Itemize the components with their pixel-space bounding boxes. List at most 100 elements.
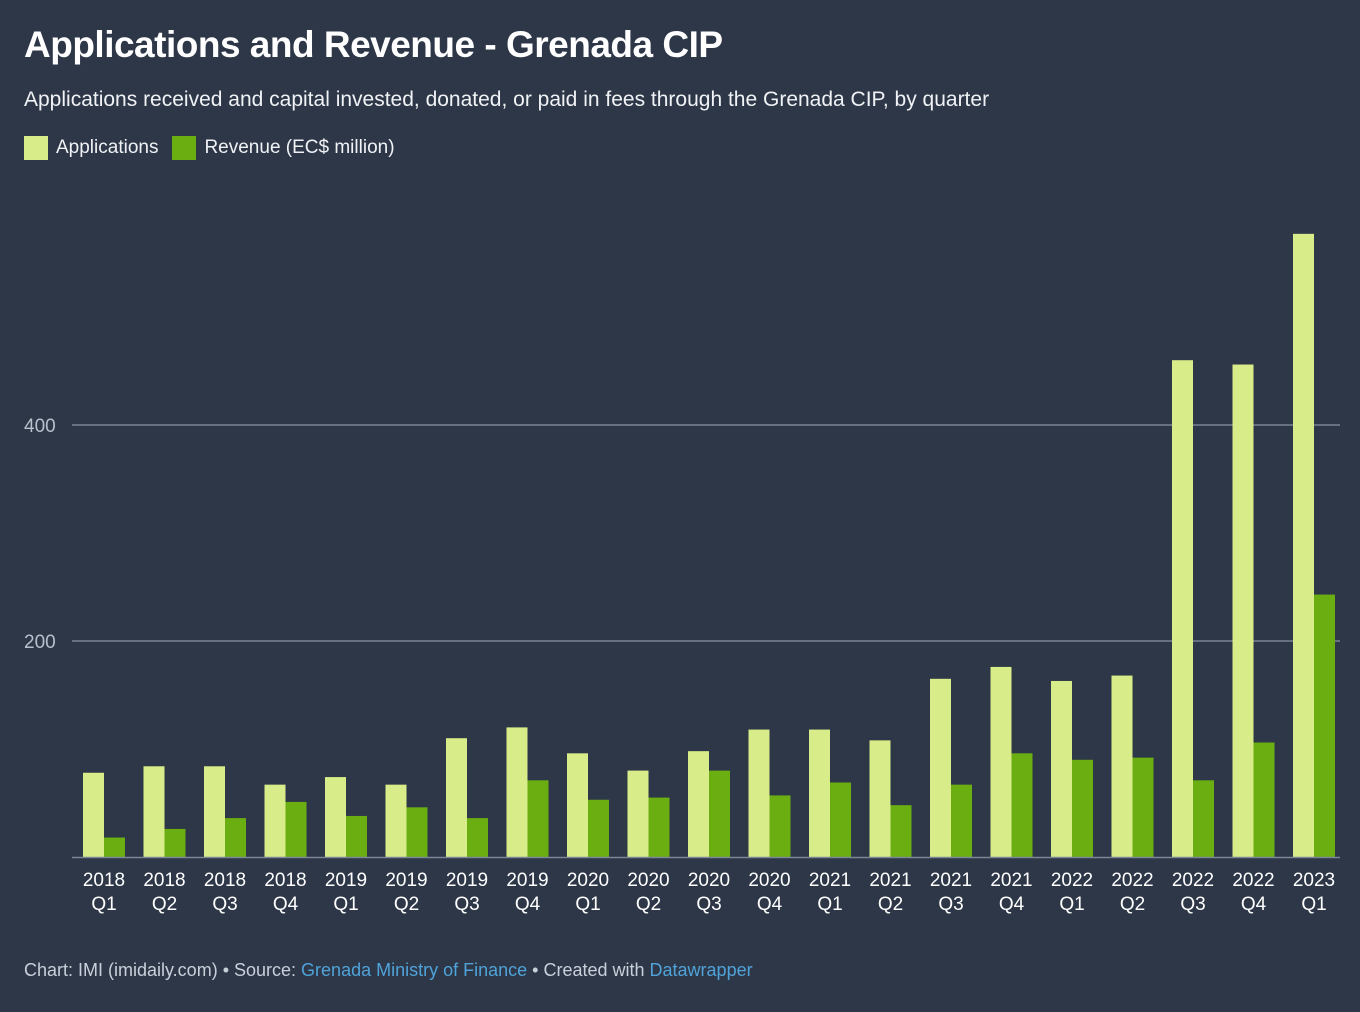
x-tick-label-year: 2020 xyxy=(748,870,790,891)
x-tick-label-year: 2020 xyxy=(567,870,609,891)
bar-applications xyxy=(83,772,104,857)
bar-revenue xyxy=(104,837,125,857)
bar-applications xyxy=(1293,233,1314,858)
bar-revenue xyxy=(1193,780,1214,857)
x-tick-label-quarter: Q3 xyxy=(1180,894,1205,915)
x-tick-label-quarter: Q3 xyxy=(696,894,721,915)
bar-revenue xyxy=(406,807,428,857)
legend-item-applications: Applications xyxy=(24,136,158,160)
bar-revenue xyxy=(1253,742,1275,857)
bar-applications xyxy=(930,678,951,857)
x-tick-label-year: 2022 xyxy=(1051,870,1093,891)
x-tick-label-year: 2021 xyxy=(990,870,1032,891)
source-link[interactable]: Grenada Ministry of Finance xyxy=(301,960,528,980)
legend-swatch-applications xyxy=(24,136,48,160)
x-tick-label-quarter: Q3 xyxy=(454,894,479,915)
legend-item-revenue: Revenue (EC$ million) xyxy=(172,136,395,160)
y-tick-label: 400 xyxy=(24,416,56,437)
bar-revenue xyxy=(527,780,549,857)
x-tick-label-quarter: Q2 xyxy=(394,894,419,915)
legend: Applications Revenue (EC$ million) xyxy=(24,136,395,160)
bar-applications xyxy=(748,729,770,857)
x-tick-label-year: 2018 xyxy=(83,870,125,891)
x-tick-label-quarter: Q1 xyxy=(91,894,116,915)
x-tick-label-year: 2019 xyxy=(325,870,367,891)
x-tick-label-year: 2020 xyxy=(627,870,669,891)
chart-subtitle: Applications received and capital invest… xyxy=(24,88,990,111)
bar-revenue xyxy=(830,782,851,857)
bar-revenue xyxy=(769,795,791,857)
footer-source-label: Source: xyxy=(234,960,302,980)
datawrapper-link[interactable]: Datawrapper xyxy=(649,960,753,980)
bar-applications xyxy=(1051,680,1072,857)
x-tick-label-year: 2019 xyxy=(385,870,427,891)
bar-applications xyxy=(143,766,165,857)
x-tick-label-quarter: Q1 xyxy=(1301,894,1326,915)
x-tick-label-year: 2021 xyxy=(809,870,851,891)
bar-revenue xyxy=(1072,759,1093,857)
x-tick-label-quarter: Q4 xyxy=(515,894,541,915)
bar-revenue xyxy=(709,770,730,857)
chart-title: Applications and Revenue - Grenada CIP xyxy=(24,24,723,65)
bar-applications xyxy=(506,727,528,857)
bar-applications xyxy=(688,751,709,857)
x-tick-label-year: 2019 xyxy=(446,870,488,891)
x-tick-label-year: 2018 xyxy=(204,870,246,891)
x-tick-label-quarter: Q4 xyxy=(757,894,783,915)
x-tick-label-year: 2021 xyxy=(869,870,911,891)
legend-swatch-revenue xyxy=(172,136,197,160)
x-tick-label-year: 2019 xyxy=(506,870,548,891)
bar-applications xyxy=(869,740,891,857)
bar-revenue xyxy=(1132,757,1154,857)
footer-chart-credit: Chart: IMI (imidaily.com) xyxy=(24,960,218,980)
x-tick-label-year: 2020 xyxy=(688,870,730,891)
x-tick-label-quarter: Q2 xyxy=(1120,894,1145,915)
bar-applications xyxy=(264,784,286,857)
bar-applications xyxy=(627,770,649,857)
bar-revenue xyxy=(346,815,367,857)
bar-applications xyxy=(385,784,407,857)
bar-revenue xyxy=(467,818,488,857)
y-tick-label: 200 xyxy=(24,632,56,653)
bar-revenue xyxy=(285,801,307,857)
x-tick-label-quarter: Q1 xyxy=(575,894,600,915)
x-tick-label-year: 2018 xyxy=(143,870,185,891)
bar-applications xyxy=(1172,360,1193,857)
x-tick-label-year: 2022 xyxy=(1232,870,1274,891)
bar-applications xyxy=(325,777,346,857)
x-tick-label-quarter: Q1 xyxy=(1059,894,1084,915)
legend-label-applications: Applications xyxy=(56,137,159,158)
x-tick-label-quarter: Q2 xyxy=(152,894,177,915)
x-tick-label-quarter: Q2 xyxy=(636,894,661,915)
x-tick-label-quarter: Q1 xyxy=(333,894,358,915)
x-tick-label-year: 2022 xyxy=(1172,870,1214,891)
footer-separator: • xyxy=(527,960,544,980)
x-tick-label-quarter: Q1 xyxy=(817,894,842,915)
x-tick-label-quarter: Q4 xyxy=(999,894,1025,915)
bar-applications xyxy=(446,738,467,857)
bar-revenue xyxy=(164,828,186,857)
bar-revenue xyxy=(588,799,609,857)
bar-applications xyxy=(990,666,1012,857)
bar-applications xyxy=(809,729,830,857)
x-tick-label-year: 2018 xyxy=(264,870,306,891)
x-tick-label-year: 2023 xyxy=(1293,870,1335,891)
bar-revenue xyxy=(225,818,246,857)
bar-revenue xyxy=(1011,753,1033,857)
x-tick-label-year: 2022 xyxy=(1111,870,1153,891)
legend-label-revenue: Revenue (EC$ million) xyxy=(204,137,395,158)
x-tick-label-year: 2021 xyxy=(930,870,972,891)
x-tick-label-quarter: Q3 xyxy=(212,894,237,915)
x-tick-label-quarter: Q4 xyxy=(1241,894,1267,915)
footer: Chart: IMI (imidaily.com) • Source: Gren… xyxy=(24,960,753,981)
bar-applications xyxy=(567,753,588,857)
footer-created-label: Created with xyxy=(543,960,650,980)
x-tick-label-quarter: Q3 xyxy=(938,894,963,915)
bar-revenue xyxy=(1314,594,1335,857)
bar-applications xyxy=(1232,364,1254,857)
bar-revenue xyxy=(951,784,972,857)
footer-separator: • xyxy=(217,960,234,980)
bar-revenue xyxy=(890,805,912,857)
bar-revenue xyxy=(648,797,670,857)
